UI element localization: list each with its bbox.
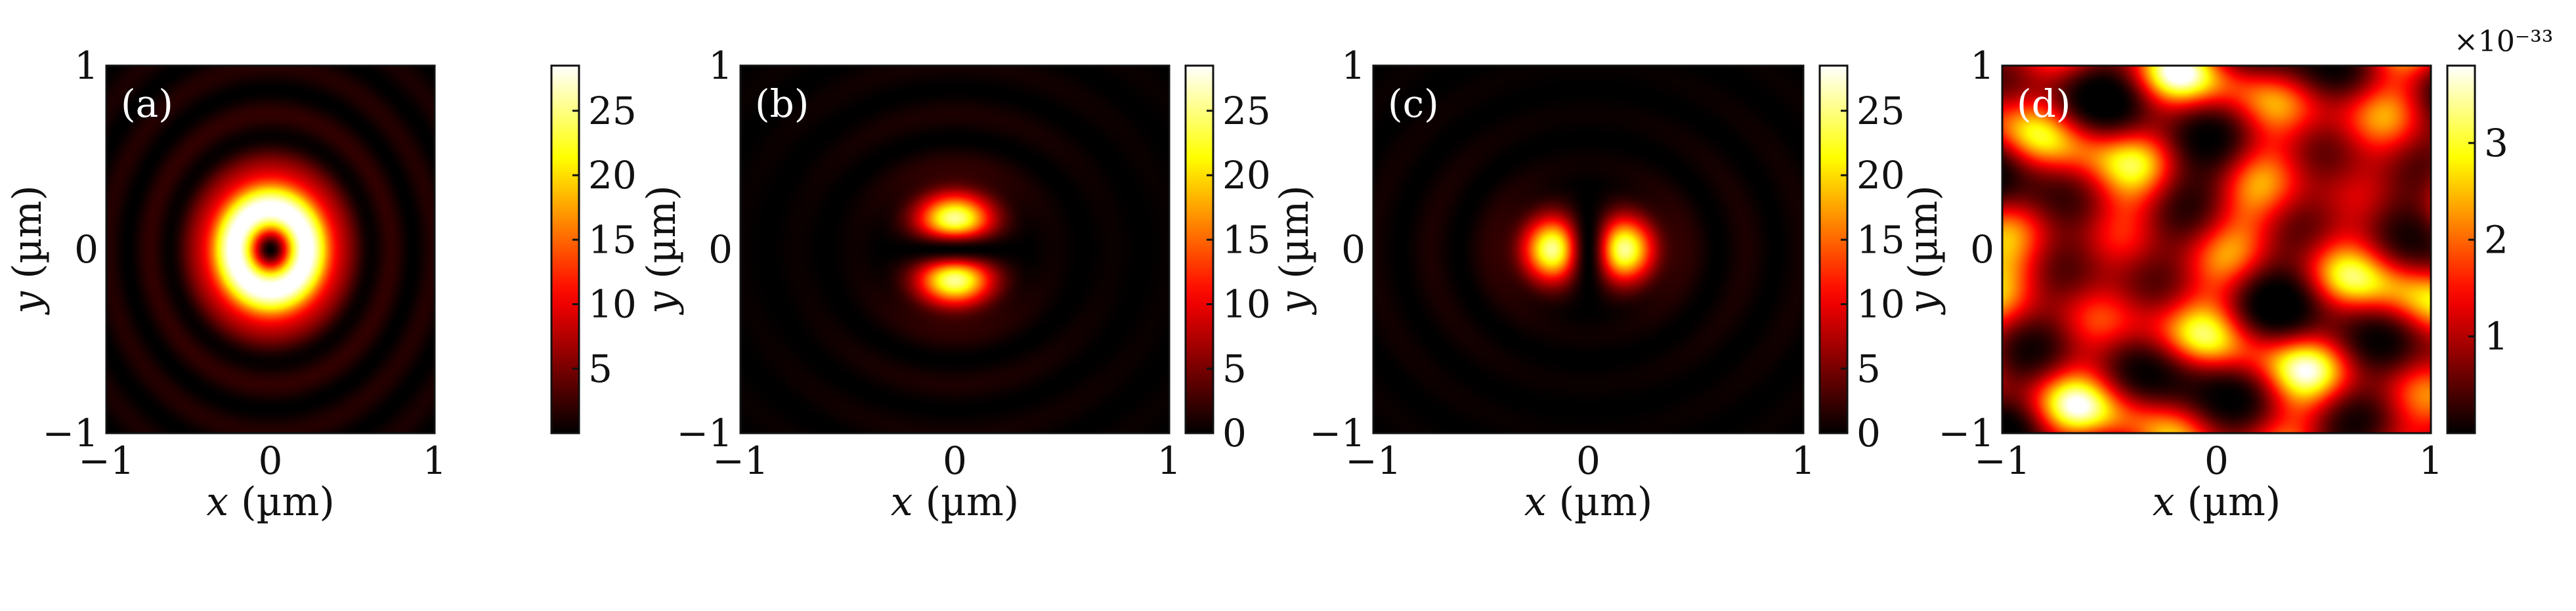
y-tick-label: −1 — [1939, 411, 1995, 455]
panel-a: (a) −1 0 1 −1 0 1 x (µm) y (µm) 5 10 15 20 25 — [5, 43, 637, 525]
colorbar-tick-label: 1 — [2484, 314, 2508, 359]
y-tick-label: −1 — [1310, 411, 1366, 455]
colorbar-tick-label: 15 — [1222, 217, 1271, 262]
x-axis-label: x (µm) — [891, 479, 1020, 525]
x-tick-label: −1 — [78, 438, 135, 483]
plot-frame — [1372, 64, 1805, 434]
y-tick-label: 1 — [1970, 43, 1994, 88]
heatmap-image — [741, 66, 1169, 433]
colorbar-tick-label: 10 — [588, 282, 637, 327]
panel-label: (b) — [755, 81, 809, 126]
colorbar-tick-label: 25 — [1857, 89, 1905, 133]
x-tick-label: 1 — [2419, 438, 2443, 483]
colorbar — [1184, 64, 1214, 434]
x-tick-label: 1 — [1792, 438, 1816, 483]
plot-frame — [105, 64, 436, 434]
y-tick-label: 0 — [74, 227, 98, 272]
colorbar-tick-label: 15 — [588, 217, 637, 262]
colorbar-tick-label: 20 — [588, 153, 637, 198]
colorbar-tick-label: 0 — [1222, 411, 1247, 455]
x-tick-label: 1 — [1157, 438, 1182, 483]
y-axis-label: y (µm) — [639, 185, 685, 316]
panel-label: (c) — [1388, 81, 1439, 126]
colorbar-exponent: ×10⁻³³ — [2454, 25, 2553, 58]
colorbar-tick-label: 10 — [1857, 282, 1905, 327]
y-axis-label: y (µm) — [1900, 185, 1946, 316]
colorbar — [550, 64, 580, 434]
colorbar-tick-label: 10 — [1222, 282, 1271, 327]
x-axis-label: x (µm) — [1524, 479, 1653, 525]
y-axis-label: y (µm) — [1272, 185, 1318, 316]
colorbar-tick-label: 20 — [1222, 153, 1271, 198]
plot-frame — [2001, 64, 2432, 434]
y-axis-label: y (µm) — [5, 185, 51, 316]
x-tick-label: 0 — [1576, 438, 1600, 483]
panel-label: (d) — [2017, 81, 2071, 126]
colorbar-tick-label: 25 — [588, 89, 637, 133]
x-tick-label: 0 — [2204, 438, 2229, 483]
colorbar-tick-label: 5 — [1222, 347, 1247, 391]
x-axis-label: x (µm) — [2153, 479, 2281, 525]
x-tick-label: −1 — [1345, 438, 1402, 483]
colorbar-tick-label: 20 — [1857, 153, 1905, 198]
y-tick-label: 1 — [74, 43, 98, 88]
colorbar-tick-label: 5 — [588, 347, 612, 391]
y-tick-label: −1 — [43, 411, 99, 455]
colorbar-tick-label: 5 — [1857, 347, 1881, 391]
y-tick-label: 0 — [1341, 227, 1365, 272]
x-tick-label: 0 — [259, 438, 283, 483]
y-tick-label: 0 — [1970, 227, 1994, 272]
y-tick-label: 1 — [1341, 43, 1365, 88]
heatmap-image — [1373, 66, 1803, 433]
colorbar-tick-label: 15 — [1857, 217, 1905, 262]
y-tick-label: −1 — [677, 411, 733, 455]
colorbar-tick-label: 2 — [2484, 217, 2508, 262]
colorbar — [1818, 64, 1849, 434]
x-tick-label: −1 — [1974, 438, 2030, 483]
heatmap-image — [106, 66, 435, 433]
colorbar-tick-label: 25 — [1222, 89, 1271, 133]
y-tick-label: 1 — [708, 43, 733, 88]
plot-frame — [739, 64, 1170, 434]
x-axis-label: x (µm) — [206, 479, 335, 525]
colorbar-tick-label: 3 — [2484, 121, 2508, 165]
colorbar — [2446, 64, 2476, 434]
y-tick-label: 0 — [708, 227, 733, 272]
x-tick-label: 1 — [423, 438, 447, 483]
x-tick-label: −1 — [712, 438, 769, 483]
panel-d: (d) −1 0 1 −1 0 1 x (µm) y (µm) 1 2 3 ×10⁻³³ — [1900, 25, 2553, 525]
x-tick-label: 0 — [943, 438, 967, 483]
heatmap-image — [2002, 66, 2431, 433]
panel-label: (a) — [121, 81, 173, 126]
colorbar-tick-label: 0 — [1857, 411, 1881, 455]
